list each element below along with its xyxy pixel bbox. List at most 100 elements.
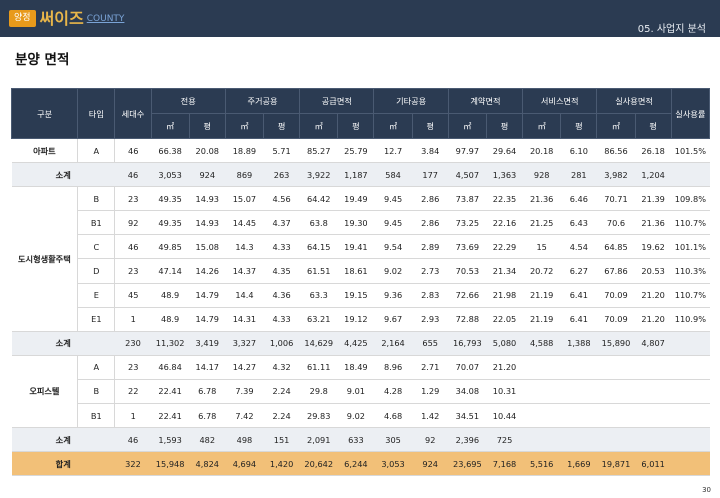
row-value: 1,388 bbox=[560, 331, 597, 356]
row-value: 2.73 bbox=[412, 258, 449, 284]
header-unit-py: 평 bbox=[263, 113, 301, 139]
row-ratio bbox=[671, 403, 710, 429]
row-value: 9.67 bbox=[373, 307, 413, 332]
row-value: 4.28 bbox=[373, 379, 413, 405]
row-units: 46 bbox=[114, 427, 152, 453]
row-subtotal-label: 합계 bbox=[11, 451, 115, 477]
header-unit-py: 평 bbox=[411, 113, 449, 139]
row-value: 14.3 bbox=[225, 234, 264, 260]
row-value: 4,824 bbox=[189, 451, 226, 477]
row-ratio: 110.7% bbox=[671, 210, 710, 236]
row-value: 14.4 bbox=[225, 283, 264, 308]
row-value: 6,011 bbox=[635, 451, 672, 477]
header-ratio: 실사용률 bbox=[670, 88, 711, 139]
table-row: E 45 48.9 14.79 14.4 4.36 63.3 19.15 9.36 2.83 72.… bbox=[12, 283, 710, 308]
row-value: 15.07 bbox=[225, 186, 264, 212]
row-value: 21.20 bbox=[635, 283, 672, 308]
row-value: 21.98 bbox=[486, 283, 523, 308]
row-value: 21.39 bbox=[635, 186, 672, 212]
header-unit-py: 평 bbox=[560, 113, 598, 139]
row-value: 14.93 bbox=[189, 210, 226, 236]
row-value: 21.20 bbox=[486, 355, 523, 380]
table-row: B 22 22.41 6.78 7.39 2.24 29.8 9.01 4.28 1.29 34.0… bbox=[12, 379, 710, 405]
row-value: 8.96 bbox=[373, 355, 413, 380]
row-value: 7.42 bbox=[225, 403, 264, 429]
row-value: 16,793 bbox=[448, 331, 487, 356]
row-units: 1 bbox=[114, 307, 152, 332]
row-value: 15.08 bbox=[189, 234, 226, 260]
row-value bbox=[522, 427, 561, 453]
row-subtotal-label: 소계 bbox=[11, 427, 115, 453]
row-value: 19,871 bbox=[596, 451, 636, 477]
row-value bbox=[560, 403, 597, 429]
row-value: 26.18 bbox=[635, 138, 672, 164]
row-units: 230 bbox=[114, 331, 152, 356]
row-value bbox=[560, 379, 597, 405]
row-value: 72.88 bbox=[448, 307, 487, 332]
table-row: 아파트 A 46 66.38 20.08 18.89 5.71 85.27 25.79 12.7 3… bbox=[11, 138, 710, 164]
row-value: 66.38 bbox=[151, 138, 190, 164]
header-group: 공급면적 bbox=[299, 88, 375, 114]
row-value: 2,164 bbox=[373, 331, 413, 356]
row-value: 14.17 bbox=[189, 355, 226, 380]
row-ratio bbox=[671, 162, 710, 188]
row-value bbox=[522, 355, 561, 380]
row-ratio: 110.7% bbox=[671, 283, 710, 308]
row-value: 19.41 bbox=[337, 234, 374, 260]
row-value: 61.51 bbox=[299, 258, 338, 284]
row-value bbox=[635, 427, 672, 453]
row-value: 7,168 bbox=[486, 451, 523, 477]
row-value: 869 bbox=[225, 162, 264, 188]
row-value: 22.41 bbox=[151, 379, 190, 405]
row-value: 482 bbox=[189, 427, 226, 453]
row-value: 14.37 bbox=[225, 258, 264, 284]
header-units: 세대수 bbox=[114, 88, 152, 139]
row-value: 15,890 bbox=[596, 331, 636, 356]
row-value: 498 bbox=[225, 427, 264, 453]
row-value: 70.07 bbox=[448, 355, 487, 380]
row-ratio bbox=[671, 379, 710, 405]
row-value: 49.85 bbox=[151, 234, 190, 260]
row-value: 15,948 bbox=[151, 451, 190, 477]
header-group: 주거공용 bbox=[224, 88, 301, 114]
row-units: 23 bbox=[114, 355, 152, 380]
row-value: 263 bbox=[263, 162, 300, 188]
row-value bbox=[596, 427, 636, 453]
row-value: 6.27 bbox=[560, 258, 597, 284]
row-value: 64.15 bbox=[299, 234, 338, 260]
row-value: 20.08 bbox=[189, 138, 226, 164]
row-value: 2,396 bbox=[448, 427, 487, 453]
row-value: 924 bbox=[189, 162, 226, 188]
row-value: 18.89 bbox=[225, 138, 264, 164]
row-group-label: 아파트 bbox=[11, 138, 79, 164]
row-value: 2.86 bbox=[412, 210, 449, 236]
row-value: 725 bbox=[486, 427, 523, 453]
row-value: 67.86 bbox=[596, 258, 636, 284]
row-value: 281 bbox=[560, 162, 597, 188]
row-value: 924 bbox=[412, 451, 449, 477]
row-value: 61.11 bbox=[299, 355, 338, 380]
row-value: 9.54 bbox=[373, 234, 413, 260]
row-ratio bbox=[671, 427, 710, 453]
row-value: 2.24 bbox=[263, 403, 300, 429]
row-value: 14.79 bbox=[189, 283, 226, 308]
row-value: 34.51 bbox=[448, 403, 487, 429]
row-value: 70.71 bbox=[596, 186, 636, 212]
row-value: 6.78 bbox=[189, 403, 226, 429]
row-value: 46.84 bbox=[151, 355, 190, 380]
row-value: 21.36 bbox=[522, 186, 561, 212]
row-value: 14.79 bbox=[189, 307, 226, 332]
row-value: 22.35 bbox=[486, 186, 523, 212]
row-value: 4.32 bbox=[263, 355, 300, 380]
row-value: 97.97 bbox=[448, 138, 487, 164]
row-value: 22.29 bbox=[486, 234, 523, 260]
row-value: 49.35 bbox=[151, 210, 190, 236]
row-units: 46 bbox=[114, 138, 152, 164]
row-value: 3,922 bbox=[299, 162, 338, 188]
row-value: 4.33 bbox=[263, 307, 300, 332]
header-group: 서비스면적 bbox=[522, 88, 598, 114]
row-value bbox=[635, 403, 672, 429]
row-type: E bbox=[77, 283, 116, 308]
header-type: 타입 bbox=[77, 88, 116, 139]
row-value: 29.83 bbox=[299, 403, 338, 429]
